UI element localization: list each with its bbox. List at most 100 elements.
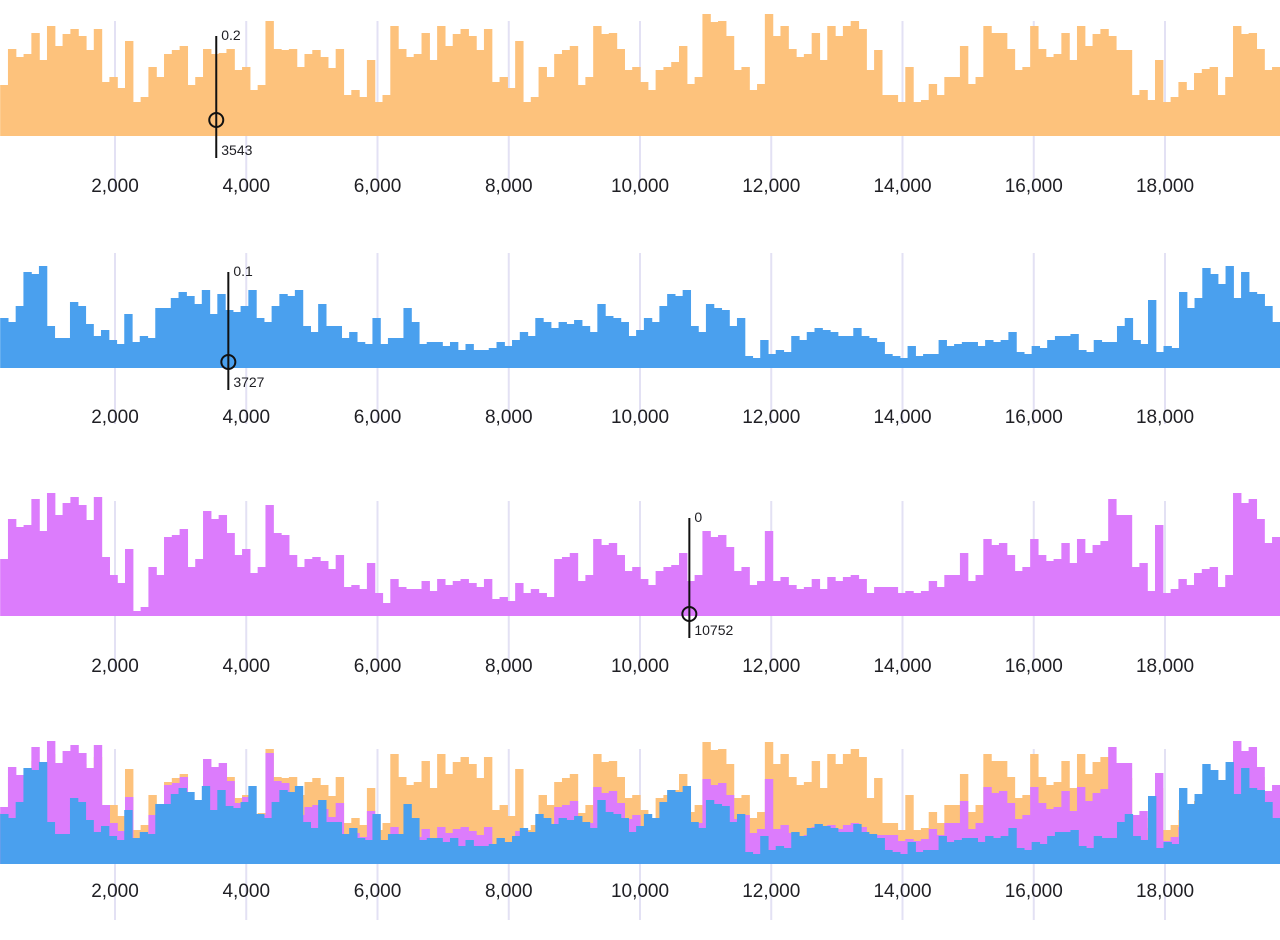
blue-bar [884,354,893,368]
blue-bar [814,328,823,368]
purple-bar [749,833,758,864]
orange-bar [210,54,220,136]
blue-bar [667,790,676,864]
orange-bar [554,54,563,136]
blue-bar [798,836,808,864]
blue-bar [938,340,947,368]
cursor-x-label: 3543 [221,142,252,158]
blue-bar [380,344,389,368]
blue-bar [868,834,878,864]
orange-bar [967,84,977,136]
blue-bar [139,336,149,368]
purple-bar [554,559,563,616]
orange-bar [811,761,821,864]
x-tick-label: 6,000 [354,656,402,677]
blue-bar [558,818,567,864]
purple-bar [1170,589,1179,616]
orange-bar [452,762,462,864]
orange-bar [1030,26,1039,136]
orange-bar [1014,70,1023,136]
blue-bar [651,818,660,864]
purple-bar [109,575,118,616]
orange-bar [117,88,126,136]
orange-bar [733,70,743,136]
blue-bar [636,826,645,864]
purple-bar [1233,493,1242,616]
orange-bar [1100,29,1109,136]
orange-bar [1194,73,1203,136]
blue-bar [830,828,839,864]
orange-bar [140,97,150,136]
orange-bar [452,34,462,136]
blue-bar [504,346,513,368]
blue-bar [481,350,490,368]
blue-bar [108,340,118,368]
purple-bar [522,593,532,616]
blue-bar [519,332,529,368]
purple-bar [897,841,906,864]
blue-bar [124,810,133,864]
blue-bar [1008,332,1017,368]
purple-bar [827,577,836,616]
purple-bar [944,575,953,616]
blue-bar [1248,292,1258,368]
blue-bar [7,322,17,368]
purple-bar [140,607,150,616]
x-tick-label: 16,000 [1005,176,1063,197]
blue-bar [830,332,839,368]
purple-bar [398,587,407,616]
blue-bar [744,852,754,864]
blue-bar [457,846,467,864]
orange-bar [624,70,633,136]
orange-bar [249,90,259,136]
orange-bar [296,67,306,136]
purple-bar [343,587,352,616]
orange-bar [663,67,672,136]
x-tick-label: 12,000 [742,881,800,902]
orange-bar [31,33,40,136]
purple-bar [772,581,782,616]
orange-bar [827,754,836,864]
orange-bar [1037,49,1047,136]
blue-bar [954,840,963,864]
orange-bar [874,50,883,136]
purple-bar [23,525,32,616]
orange-bar [546,77,555,136]
x-tick-label: 8,000 [485,176,533,197]
blue-bar [46,822,56,864]
blue-bar [426,342,436,368]
purple-bar [7,519,17,616]
blue-bar [1062,832,1072,864]
blue-bar [767,850,777,864]
blue-bar [1054,832,1064,864]
blue-bar [977,842,986,864]
blue-bar [1233,298,1242,368]
blue-bar [581,326,591,368]
purple-bar [710,537,719,616]
blue-bar [349,332,358,368]
purple-bar [1123,515,1133,616]
blue-bar [194,800,203,864]
purple-bar [452,581,462,616]
orange-bar [975,77,984,136]
orange-bar [405,57,415,136]
purple-bar [117,583,126,616]
blue-bar [1248,788,1258,864]
blue-bar [1264,306,1273,368]
blue-bar [271,306,280,368]
blue-bar [1155,352,1165,368]
purple-bar [803,587,813,616]
purple-bar [600,545,610,616]
purple-bar [959,801,969,864]
cursor-point-marker [208,112,225,128]
blue-bar [93,336,102,368]
purple-bar [788,585,797,616]
x-tick-label: 18,000 [1136,407,1194,428]
blue-bar [1163,346,1172,368]
orange-bar [54,46,64,136]
blue-bar [287,792,296,864]
purple-bar [171,535,181,616]
purple-bar [46,493,56,616]
purple-bar [889,835,899,864]
